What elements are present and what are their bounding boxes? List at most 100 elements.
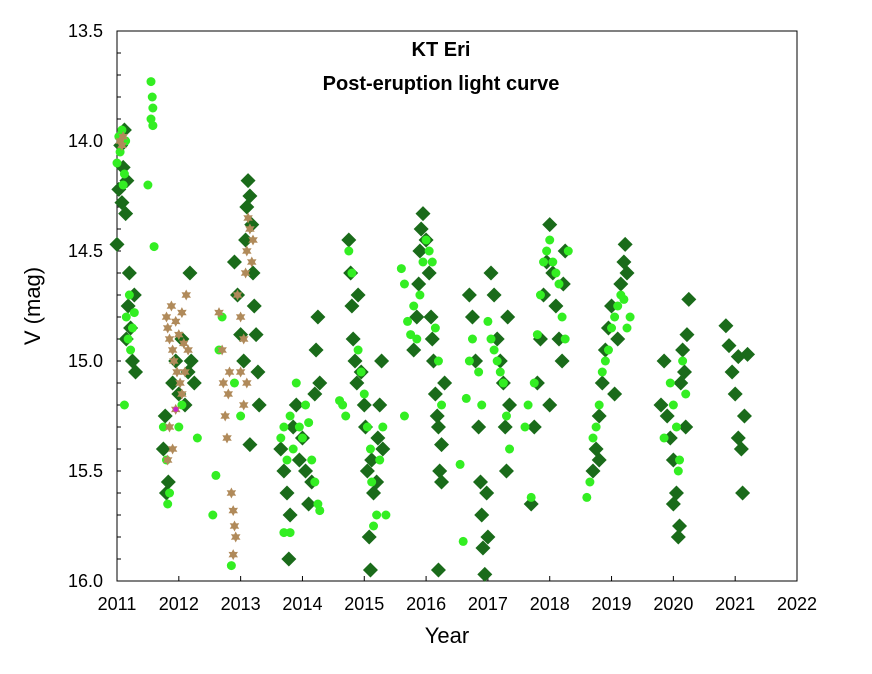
data-point-diamond: [656, 353, 672, 369]
data-point-circle: [594, 400, 604, 410]
data-point-diamond: [182, 265, 198, 281]
data-point-circle: [523, 400, 533, 410]
data-point-circle: [464, 356, 474, 366]
data-point-diamond: [434, 474, 450, 490]
data-point-circle: [505, 444, 515, 454]
data-point-diamond: [411, 276, 427, 292]
data-point-circle: [607, 323, 617, 333]
data-point-circle: [347, 268, 357, 278]
data-point-diamond: [437, 375, 453, 391]
data-point-circle: [236, 411, 246, 421]
data-point-circle: [208, 510, 218, 520]
data-point-diamond: [730, 349, 746, 365]
data-point-diamond: [474, 507, 490, 523]
data-point-diamond: [479, 485, 495, 501]
data-point-diamond: [412, 243, 428, 259]
data-point-diamond: [128, 364, 144, 380]
data-point-circle: [409, 301, 419, 311]
data-point-circle: [119, 169, 129, 179]
data-point-diamond: [672, 518, 688, 534]
data-point-diamond: [364, 452, 380, 468]
y-tick-label: 14.5: [68, 241, 103, 261]
data-point-circle: [174, 422, 184, 432]
data-point-star: [222, 432, 232, 444]
data-point-circle: [437, 400, 447, 410]
x-tick-label: 2014: [282, 594, 322, 614]
data-point-star: [217, 344, 227, 356]
data-point-diamond: [121, 265, 137, 281]
data-point-diamond: [240, 173, 256, 189]
data-point-star: [228, 549, 238, 561]
data-point-star: [162, 454, 173, 466]
data-point-star: [177, 307, 187, 319]
data-point-star: [232, 289, 243, 301]
data-point-circle: [492, 356, 502, 366]
data-point-circle: [403, 316, 413, 326]
data-point-circle: [675, 455, 685, 465]
data-point-diamond: [430, 562, 446, 578]
data-point-circle: [427, 257, 437, 267]
data-point-diamond: [464, 309, 480, 325]
data-point-circle: [310, 477, 320, 487]
data-point-circle: [285, 528, 295, 538]
data-point-circle: [163, 499, 173, 509]
x-tick-label: 2017: [468, 594, 508, 614]
x-tick-label: 2020: [653, 594, 693, 614]
data-point-diamond: [681, 291, 697, 307]
data-point-diamond: [735, 485, 751, 501]
data-point-circle: [532, 330, 542, 340]
data-point-star: [169, 355, 179, 367]
data-point-circle: [625, 312, 635, 322]
data-point-circle: [315, 506, 325, 516]
data-point-star: [235, 311, 246, 323]
data-point-diamond: [486, 287, 502, 303]
data-point-circle: [211, 470, 221, 480]
data-point-circle: [119, 400, 129, 410]
data-point-diamond: [245, 265, 261, 281]
data-point-diamond: [226, 254, 242, 270]
data-point-star: [174, 329, 184, 341]
data-point-diamond: [718, 318, 734, 334]
data-point-circle: [418, 257, 428, 267]
data-point-star: [239, 399, 249, 411]
data-point-circle: [148, 103, 158, 113]
data-point-diamond: [498, 463, 514, 479]
data-point-circle: [421, 235, 431, 245]
data-point-circle: [372, 510, 382, 520]
data-point-circle: [551, 268, 561, 278]
data-point-circle: [548, 257, 558, 267]
data-point-diamond: [350, 287, 366, 303]
data-point-star: [180, 366, 190, 378]
data-point-circle: [455, 459, 465, 469]
data-point-circle: [399, 411, 409, 421]
data-point-star: [115, 135, 125, 147]
data-point-diamond: [118, 206, 134, 222]
data-point-diamond: [588, 441, 604, 457]
data-point-circle: [112, 158, 122, 168]
data-point-diamond: [361, 529, 377, 545]
data-point-diamond: [109, 236, 125, 252]
data-point-diamond: [523, 496, 539, 512]
data-point-circle: [356, 367, 366, 377]
data-point-circle: [381, 510, 391, 520]
data-point-diamond: [242, 188, 258, 204]
data-point-circle: [362, 422, 372, 432]
data-point-circle: [147, 92, 157, 102]
data-point-diamond: [242, 437, 258, 453]
data-point-diamond: [298, 463, 314, 479]
data-point-star: [117, 139, 127, 151]
data-point-diamond: [679, 327, 695, 343]
data-point-circle: [301, 400, 311, 410]
data-point-diamond: [670, 529, 686, 545]
data-point-circle: [610, 312, 620, 322]
data-point-star: [242, 377, 252, 389]
data-point-star: [242, 245, 252, 257]
data-point-circle: [597, 367, 607, 377]
series-circle: [112, 77, 691, 571]
data-point-diamond: [591, 408, 607, 424]
data-point-circle: [226, 561, 236, 571]
data-point-circle: [146, 77, 156, 87]
data-point-circle: [603, 345, 613, 355]
data-point-diamond: [356, 397, 372, 413]
